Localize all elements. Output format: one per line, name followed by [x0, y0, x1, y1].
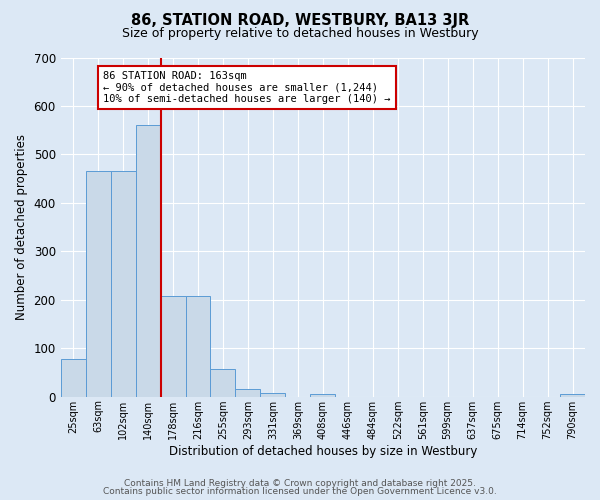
- Y-axis label: Number of detached properties: Number of detached properties: [15, 134, 28, 320]
- Bar: [560, 394, 585, 396]
- Bar: [86, 172, 110, 396]
- Bar: [310, 394, 335, 396]
- Text: 86 STATION ROAD: 163sqm
← 90% of detached houses are smaller (1,244)
10% of semi: 86 STATION ROAD: 163sqm ← 90% of detache…: [103, 71, 391, 104]
- Text: Contains HM Land Registry data © Crown copyright and database right 2025.: Contains HM Land Registry data © Crown c…: [124, 478, 476, 488]
- Text: Size of property relative to detached houses in Westbury: Size of property relative to detached ho…: [122, 28, 478, 40]
- Bar: [235, 390, 260, 396]
- Text: 86, STATION ROAD, WESTBURY, BA13 3JR: 86, STATION ROAD, WESTBURY, BA13 3JR: [131, 12, 469, 28]
- X-axis label: Distribution of detached houses by size in Westbury: Distribution of detached houses by size …: [169, 444, 477, 458]
- Bar: [136, 126, 161, 396]
- Bar: [211, 369, 235, 396]
- Text: Contains public sector information licensed under the Open Government Licence v3: Contains public sector information licen…: [103, 487, 497, 496]
- Bar: [110, 172, 136, 396]
- Bar: [260, 394, 286, 396]
- Bar: [161, 296, 185, 396]
- Bar: [61, 359, 86, 397]
- Bar: [185, 296, 211, 396]
